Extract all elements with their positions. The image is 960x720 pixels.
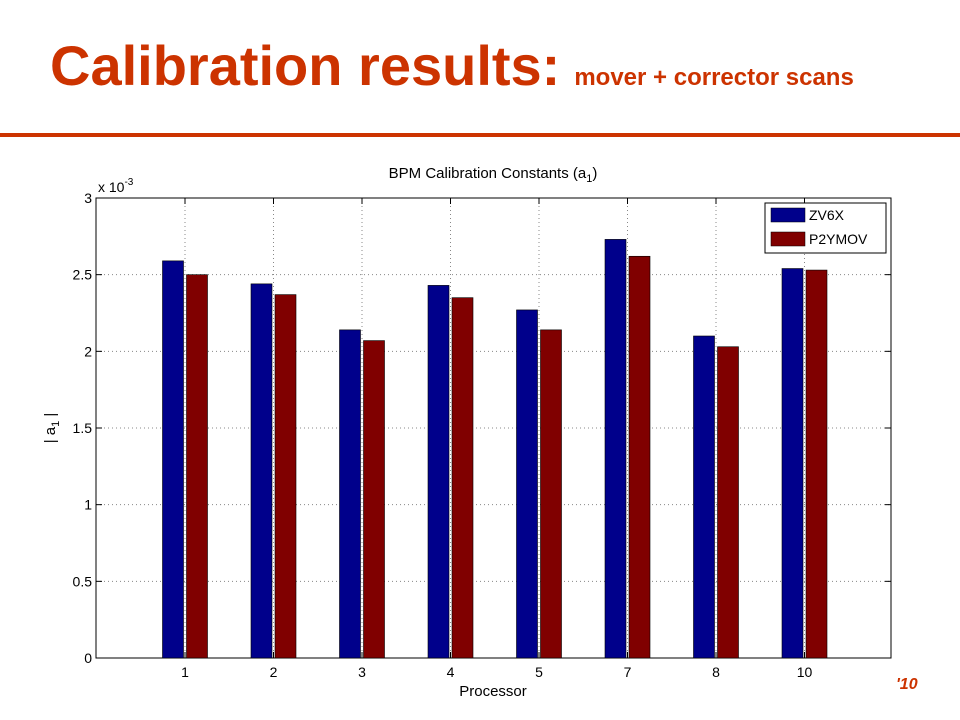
chart-title-subscript: 1 (586, 173, 592, 185)
y-axis-label-suffix: | (42, 413, 59, 421)
bar-p2ymov-3 (363, 340, 385, 659)
bar-zv6x-8 (693, 335, 715, 659)
x-tick-label: 3 (358, 664, 366, 680)
y-tick-label: 1 (84, 497, 92, 513)
y-multiplier: x 10-3 (98, 177, 134, 195)
slide-title: Calibration results: mover + corrector sc… (50, 38, 854, 94)
bar-p2ymov-1 (186, 274, 208, 659)
y-tick-label: 2 (84, 343, 92, 359)
x-tick-label: 8 (712, 664, 720, 680)
bars (162, 239, 828, 659)
legend: ZV6X P2YMOV (764, 202, 887, 254)
bar-zv6x-2 (250, 283, 273, 659)
bar-p2ymov-10 (805, 269, 828, 659)
y-tick-labels: 0 0.5 1 1.5 2 2.5 3 (73, 190, 93, 666)
x-axis-label: Processor (459, 683, 527, 700)
y-axis-label-subscript: 1 (50, 421, 62, 427)
bar-zv6x-3 (339, 329, 361, 659)
bar-zv6x-10 (781, 268, 804, 659)
slide-title-main: Calibration results: (50, 34, 561, 97)
y-multiplier-base: x 10 (98, 179, 125, 195)
bar-zv6x-1 (162, 260, 184, 659)
x-tick-label: 2 (270, 664, 278, 680)
x-tick-label: 10 (797, 664, 813, 680)
chart-title: BPM Calibration Constants (a1) (389, 165, 598, 185)
bar-zv6x-5 (516, 309, 538, 659)
slide-title-subtitle: mover + corrector scans (574, 64, 854, 91)
x-tick-label: 5 (535, 664, 543, 680)
bar-zv6x-4 (427, 285, 450, 659)
bar-p2ymov-5 (540, 329, 562, 659)
bar-zv6x-7 (604, 239, 627, 659)
y-tick-label: 0 (84, 650, 92, 666)
y-tick-label: 3 (84, 190, 92, 206)
legend-swatch-p2ymov (770, 231, 806, 247)
chart-title-text: BPM Calibration Constants (a (389, 165, 587, 182)
y-axis-label-text: | a (42, 426, 59, 443)
bar-p2ymov-7 (628, 255, 651, 659)
x-tick-label: 1 (181, 664, 189, 680)
bar-p2ymov-2 (274, 294, 297, 659)
bar-p2ymov-4 (451, 297, 474, 659)
legend-label-p2ymov: P2YMOV (809, 231, 868, 247)
chart-title-suffix: ) (592, 165, 597, 182)
x-tick-label: 4 (447, 664, 455, 680)
x-tick-labels: 1 2 3 4 5 7 8 10 (181, 664, 812, 680)
legend-label-zv6x: ZV6X (809, 207, 845, 223)
title-divider (0, 133, 960, 137)
grid-lines (96, 197, 891, 659)
footer-note: '10 (896, 676, 918, 693)
bar-p2ymov-8 (717, 346, 739, 659)
y-tick-label: 1.5 (73, 420, 93, 436)
legend-swatch-zv6x (770, 207, 806, 223)
x-tick-label: 7 (624, 664, 632, 680)
plot-frame (95, 197, 892, 659)
bar-chart: 0 0.5 1 1.5 2 2.5 3 1 2 3 4 5 7 8 10 BPM Calibration … (42, 165, 892, 700)
y-tick-label: 0.5 (73, 573, 93, 589)
y-tick-label: 2.5 (73, 267, 93, 283)
y-axis-label: | a1 | (42, 413, 62, 444)
y-multiplier-exponent: -3 (124, 177, 133, 188)
